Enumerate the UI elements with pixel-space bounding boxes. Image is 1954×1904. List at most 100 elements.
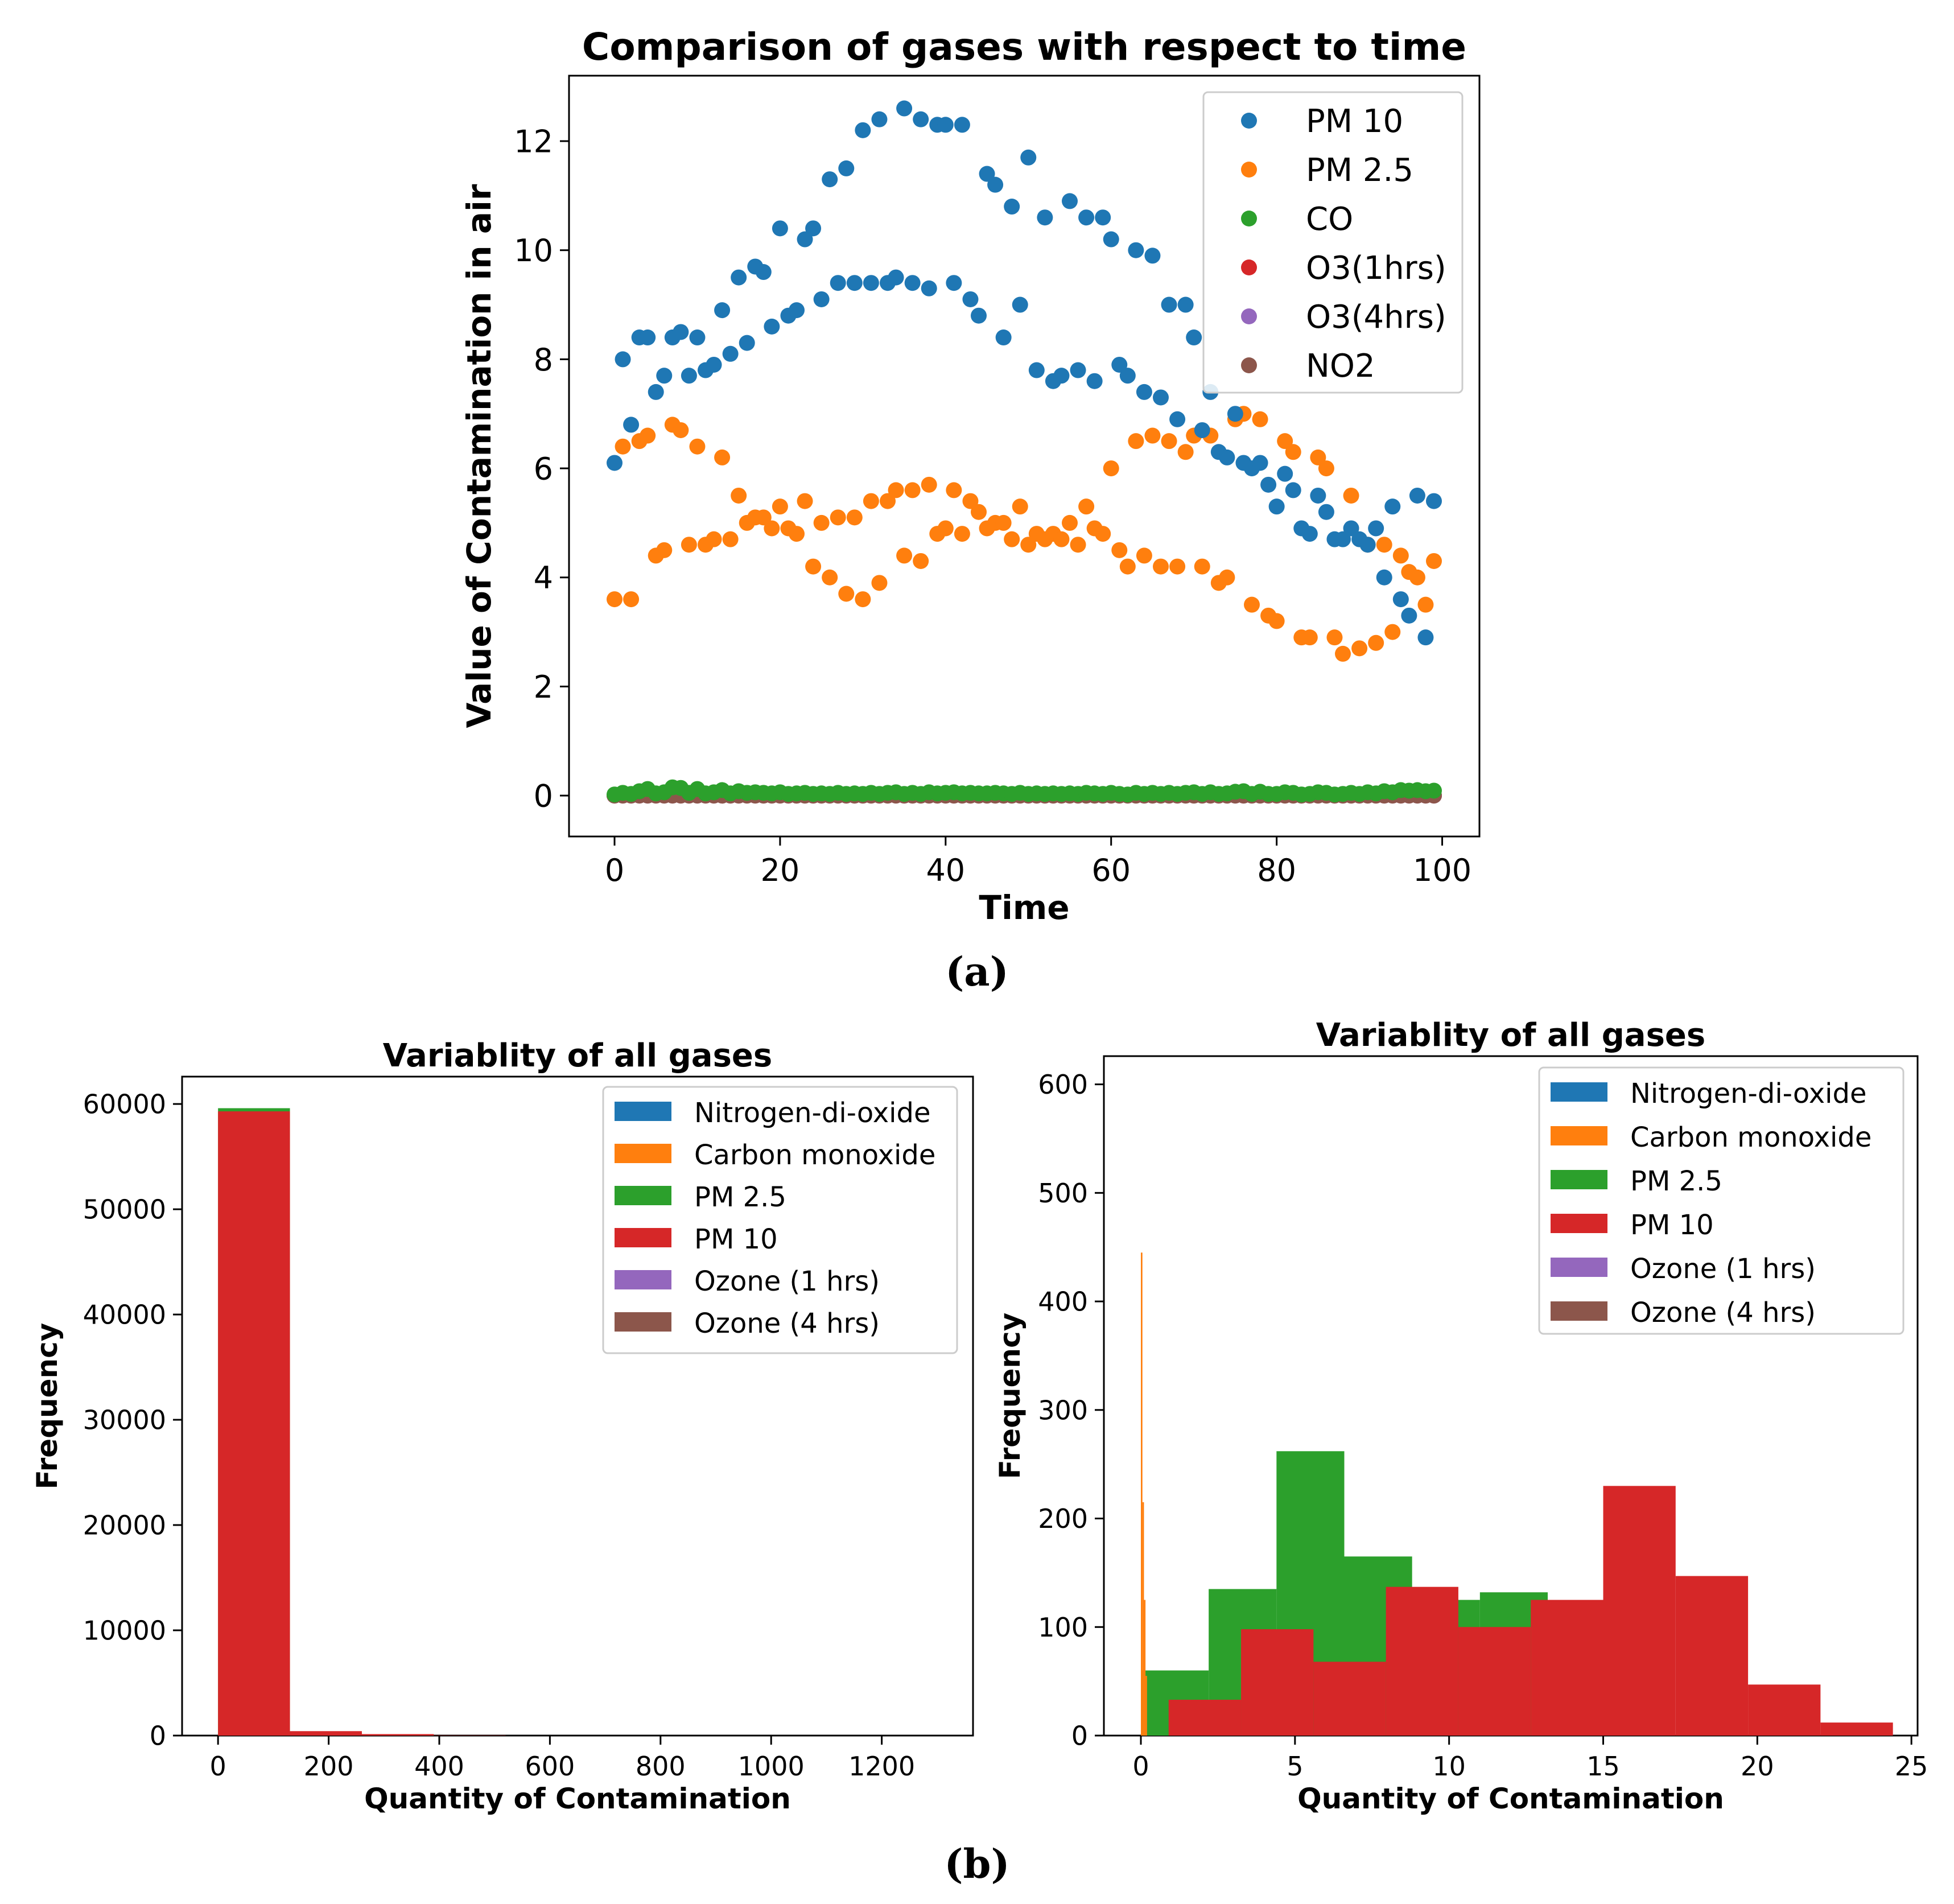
data-point-pm-10 (1028, 362, 1045, 378)
data-point-pm-10 (739, 335, 755, 351)
data-point-pm-10 (1119, 368, 1136, 384)
data-point-pm-10 (971, 307, 987, 324)
data-point-pm-2-5 (1161, 433, 1177, 450)
data-point-pm-10 (1219, 449, 1235, 465)
data-point-pm-10 (1335, 531, 1351, 547)
data-point-pm-10 (1086, 373, 1103, 389)
legend-marker (1241, 259, 1257, 275)
legend-box (1538, 1066, 1904, 1335)
data-point-pm-2-5 (615, 438, 631, 455)
data-point-pm-10 (954, 117, 970, 133)
x-axis-label: Time (979, 888, 1069, 927)
y-tick-label: 300 (1038, 1395, 1088, 1425)
data-point-pm-2-5 (838, 586, 855, 602)
data-point-pm-10 (1409, 487, 1425, 504)
data-point-pm-10 (1103, 231, 1119, 248)
data-point-pm-10 (822, 171, 838, 188)
y-tick-label: 8 (534, 342, 553, 378)
data-point-pm-2-5 (1144, 427, 1161, 444)
data-point-pm-2-5 (1335, 645, 1351, 662)
legend-label: Ozone (1 hrs) (1630, 1253, 1816, 1285)
legend-label: Carbon monoxide (694, 1139, 935, 1171)
legend-marker (1241, 162, 1257, 178)
y-tick-label: 50000 (83, 1194, 166, 1225)
histogram-bar-pm-10 (1748, 1684, 1821, 1736)
legend-marker (1241, 357, 1257, 373)
data-point-pm-10 (904, 275, 921, 291)
data-point-pm-2-5 (764, 520, 780, 537)
data-point-pm-2-5 (640, 427, 656, 444)
data-point-pm-2-5 (813, 514, 830, 531)
data-point-pm-2-5 (1053, 531, 1070, 547)
data-point-pm-2-5 (863, 493, 879, 509)
data-point-pm-10 (1343, 520, 1359, 537)
x-tick-label: 20 (761, 852, 800, 888)
data-point-pm-2-5 (1310, 449, 1326, 465)
x-tick-label: 20 (1741, 1751, 1774, 1782)
data-point-pm-10 (1368, 520, 1384, 537)
data-point-co (1426, 782, 1442, 799)
data-point-pm-2-5 (1128, 433, 1144, 450)
data-point-pm-10 (1020, 149, 1037, 166)
data-point-pm-2-5 (1368, 634, 1384, 651)
data-point-pm-2-5 (1252, 411, 1268, 427)
x-tick-label: 60 (1091, 852, 1131, 888)
legend-label: NO2 (1306, 348, 1375, 385)
x-axis-label: Quantity of Contamination (364, 1782, 791, 1815)
data-point-pm-10 (706, 356, 722, 373)
histogram-bar-pm-10 (1168, 1700, 1242, 1736)
data-point-pm-2-5 (706, 531, 722, 547)
data-point-pm-10 (1037, 209, 1053, 226)
legend-swatch (1551, 1258, 1607, 1277)
data-point-pm-10 (1161, 296, 1177, 313)
data-point-pm-2-5 (888, 482, 904, 498)
data-point-pm-10 (1053, 368, 1070, 384)
legend-swatch (1551, 1082, 1607, 1102)
data-point-pm-10 (1095, 209, 1111, 226)
data-point-pm-2-5 (772, 498, 788, 515)
y-tick-label: 0 (150, 1721, 166, 1751)
data-point-pm-10 (1136, 384, 1152, 400)
data-point-pm-2-5 (1301, 629, 1318, 646)
data-point-pm-10 (1401, 607, 1417, 624)
legend-swatch (1551, 1301, 1607, 1321)
data-point-pm-10 (1359, 537, 1376, 553)
chart-title: Comparison of gases with respect to time (582, 25, 1466, 69)
data-point-pm-2-5 (1318, 460, 1334, 477)
data-point-pm-2-5 (1020, 537, 1037, 553)
histogram-bar-pm-10 (218, 1111, 290, 1736)
legend-label: O3(1hrs) (1306, 250, 1446, 287)
data-point-pm-10 (681, 368, 697, 384)
data-point-pm-2-5 (822, 569, 838, 586)
data-point-pm-2-5 (1417, 596, 1434, 613)
data-point-pm-10 (1384, 498, 1401, 515)
data-point-pm-10 (1186, 329, 1202, 346)
histogram-bar-carbon-monoxide (1145, 1676, 1147, 1736)
legend-label: Ozone (4 hrs) (694, 1308, 880, 1340)
data-point-pm-10 (689, 329, 706, 346)
histogram-bar-pm-10 (1675, 1576, 1749, 1736)
data-point-pm-10 (607, 455, 623, 471)
histogram-bar-pm-10 (1241, 1629, 1314, 1736)
data-point-pm-2-5 (1169, 558, 1186, 575)
legend-swatch (615, 1228, 671, 1247)
data-point-pm-2-5 (855, 591, 871, 608)
data-point-pm-10 (1227, 406, 1243, 422)
data-point-pm-2-5 (1103, 460, 1119, 477)
legend-marker (1241, 308, 1257, 324)
x-tick-label: 0 (605, 852, 624, 888)
data-point-pm-2-5 (1351, 640, 1368, 657)
data-point-pm-10 (962, 291, 979, 307)
caption-a: (a) (945, 948, 1009, 995)
legend-swatch (615, 1102, 671, 1121)
data-point-pm-10 (1417, 629, 1434, 646)
legend-swatch (1551, 1126, 1607, 1145)
legend-label: PM 2.5 (1306, 152, 1413, 189)
y-tick-label: 10 (514, 233, 553, 269)
y-tick-label: 10000 (83, 1615, 166, 1646)
data-point-pm-2-5 (1244, 596, 1260, 613)
data-point-pm-10 (789, 302, 805, 319)
data-point-pm-2-5 (1095, 526, 1111, 542)
data-point-pm-10 (764, 318, 780, 335)
